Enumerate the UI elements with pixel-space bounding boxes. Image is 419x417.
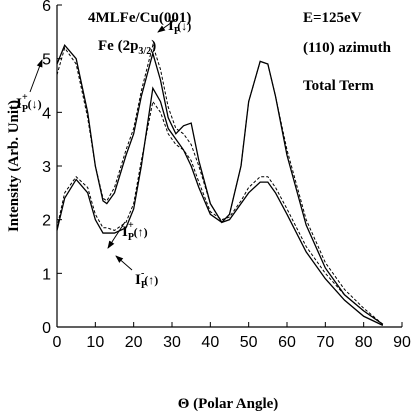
annotation-text: I — [16, 96, 22, 112]
y-tick-label: 3 — [42, 159, 51, 176]
y-axis-label: Intensity (Arb. Unit) — [6, 100, 22, 232]
annotation: IP+(↑) — [122, 220, 148, 243]
y-tick-label: 4 — [42, 105, 51, 122]
annotation: Fe (2p3/2) — [98, 38, 156, 57]
annotation: IP+(↓) — [16, 92, 42, 115]
annotation: IP-(↑) — [135, 268, 158, 291]
annotation-sub: P — [141, 280, 147, 291]
line-series — [56, 86, 384, 326]
annotation-sup: - — [141, 268, 144, 279]
x-tick-label: 30 — [163, 334, 181, 351]
annotation-text: I — [168, 18, 174, 34]
arrow — [115, 255, 133, 271]
arrow — [29, 59, 43, 93]
annotation-suffix: ) — [151, 38, 156, 54]
y-tick-label: 6 — [42, 0, 51, 15]
x-tick-label: 40 — [201, 334, 219, 351]
annotation-text: Total Term — [303, 78, 374, 94]
annotation-suffix: (↑) — [134, 225, 148, 239]
annotation-sup: + — [22, 92, 28, 103]
annotation-text: Fe (2p — [98, 38, 138, 54]
annotation: E=125eV — [303, 10, 362, 26]
x-tick-label: 50 — [240, 334, 258, 351]
annotation: IP-(↓) — [168, 14, 191, 37]
line-series — [56, 100, 384, 325]
annotation-suffix: (↑) — [144, 273, 158, 287]
annotation-text: I — [122, 224, 128, 240]
annotation-suffix: (↓) — [28, 97, 42, 111]
line-series — [56, 44, 384, 325]
annotation-sup: + — [128, 220, 134, 231]
x-tick-label: 60 — [278, 334, 296, 351]
x-tick-label: 90 — [393, 334, 411, 351]
annotation-text: E=125eV — [303, 10, 362, 26]
x-tick-label: 20 — [125, 334, 143, 351]
annotation: 4MLFe/Cu(001) — [88, 10, 191, 26]
annotation-sub: P — [174, 26, 180, 37]
arrow — [107, 221, 126, 249]
y-tick-label: 0 — [42, 320, 51, 337]
annotation: (110) azimuth — [303, 40, 392, 56]
x-tick-label: 10 — [86, 334, 104, 351]
annotation-suffix: (↓) — [177, 19, 191, 33]
y-tick-label: 1 — [42, 266, 51, 283]
annotation-sub: P — [22, 104, 28, 115]
annotation: Total Term — [303, 78, 374, 94]
annotation-sup: - — [174, 14, 177, 25]
annotation-text: (110) azimuth — [303, 40, 392, 56]
x-tick-label: 80 — [355, 334, 373, 351]
y-tick-label: 5 — [42, 52, 51, 69]
y-tick-label: 2 — [42, 213, 51, 230]
annotation-text: I — [135, 272, 141, 288]
x-tick-label: 0 — [53, 334, 62, 351]
annotation-sub: P — [128, 232, 134, 243]
line-series — [56, 43, 384, 325]
x-tick-label: 70 — [316, 334, 334, 351]
annotation-sub: 3/2 — [138, 46, 151, 57]
arrow — [157, 19, 176, 33]
x-axis-label: Θ (Polar Angle) — [178, 396, 279, 412]
annotation-text: 4MLFe/Cu(001) — [88, 10, 191, 26]
